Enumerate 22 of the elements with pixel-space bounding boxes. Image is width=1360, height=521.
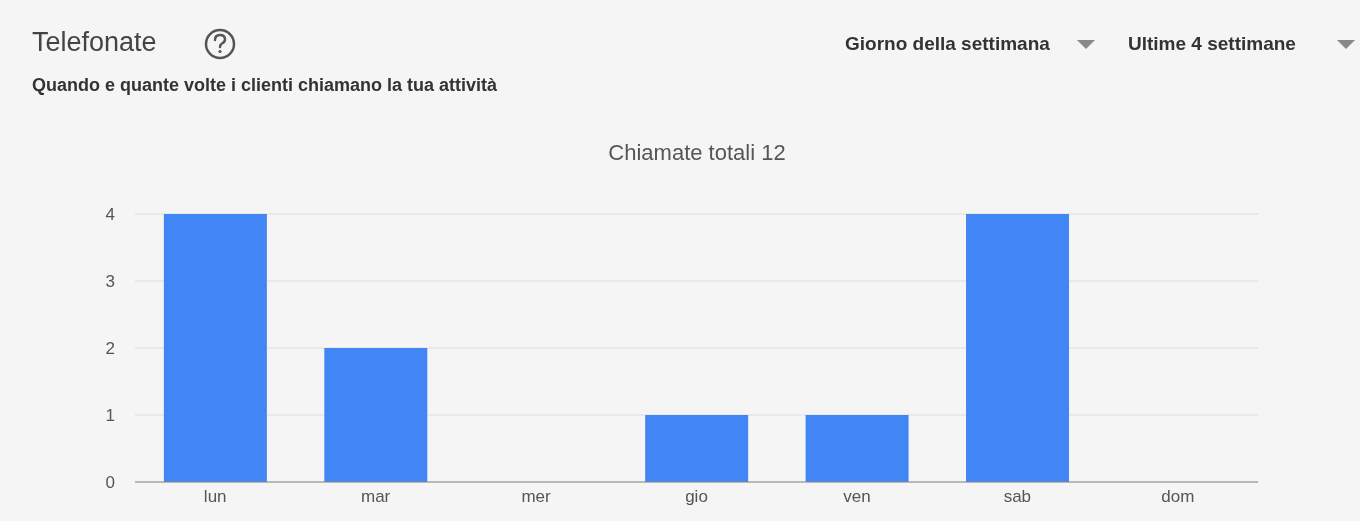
x-tick-label: mar: [361, 487, 391, 507]
x-tick-label: gio: [685, 487, 708, 507]
y-tick-label: 0: [105, 473, 115, 493]
bar: [324, 348, 428, 482]
bar: [805, 415, 909, 482]
chart-title: Telefonate: [32, 27, 157, 58]
x-tick-label: mer: [521, 487, 552, 507]
bar: [966, 214, 1070, 482]
y-tick-label: 2: [105, 339, 115, 359]
y-tick-label: 1: [105, 406, 115, 426]
y-tick-label: 3: [105, 272, 115, 292]
x-tick-label: dom: [1161, 487, 1195, 507]
chart-subtitle: Quando e quante volte i clienti chiamano la tua attività: [32, 75, 498, 96]
x-tick-label: ven: [843, 487, 871, 507]
text: Ultime 4 settimane: [1128, 33, 1296, 55]
text: Chiamate totali 12: [607, 140, 787, 166]
x-tick-label: lun: [203, 487, 227, 507]
y-tick-label: 4: [105, 205, 115, 225]
bar: [645, 415, 749, 482]
bar: [163, 214, 267, 482]
x-tick-label: sab: [1003, 487, 1032, 507]
text: Giorno della settimana: [845, 33, 1050, 55]
